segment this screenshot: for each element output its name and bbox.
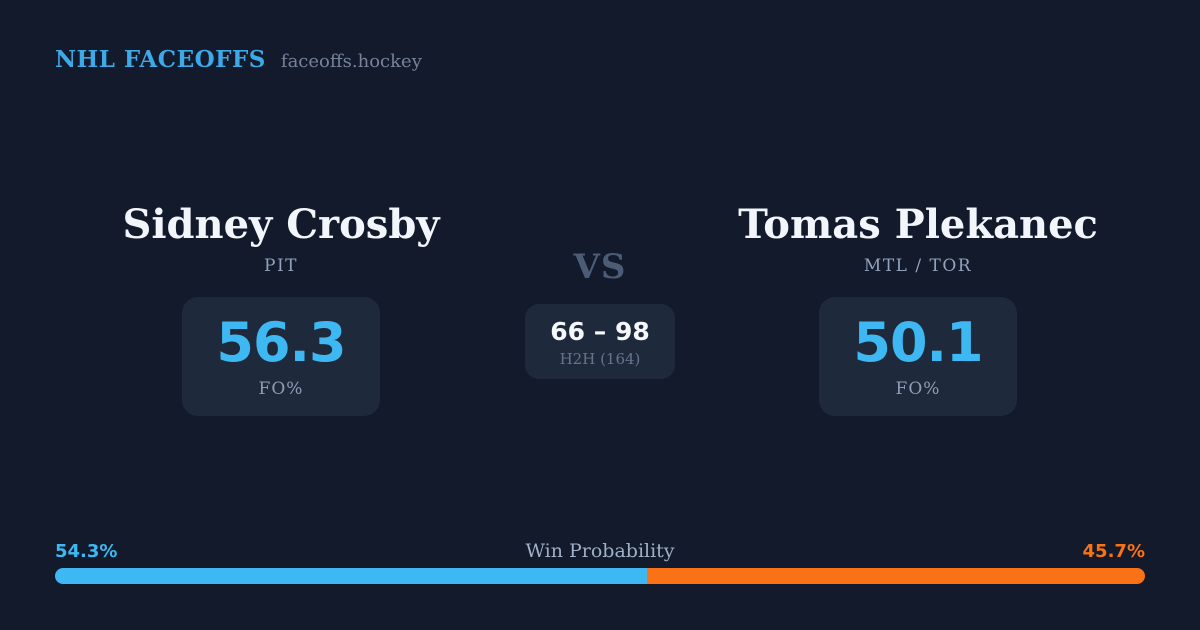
vs-label: VS (573, 247, 627, 287)
win-probability-left-pct: 54.3% (55, 541, 118, 562)
player-left-stat-label: FO% (258, 379, 304, 399)
brand-domain: faceoffs.hockey (280, 51, 422, 72)
win-probability-bar-left (55, 568, 647, 584)
player-right-name: Tomas Plekanec (738, 201, 1098, 248)
player-left-team: PIT (264, 256, 298, 276)
brand-title: NHL FACEOFFS (55, 46, 266, 73)
player-left-name: Sidney Crosby (122, 201, 440, 248)
h2h-label: H2H (164) (559, 350, 641, 368)
h2h-score: 66 – 98 (550, 317, 650, 346)
win-probability-bar (55, 568, 1145, 584)
brand-header: NHL FACEOFFS faceoffs.hockey (55, 46, 422, 73)
player-right-column: Tomas Plekanec MTL / TOR 50.1 FO% (718, 203, 1118, 416)
win-probability-title: Win Probability (525, 540, 675, 562)
player-right-fo-pct: 50.1 (853, 311, 983, 374)
matchup-column: VS 66 – 98 H2H (164) (500, 250, 700, 379)
player-left-fo-pct: 56.3 (216, 311, 346, 374)
win-probability-right-pct: 45.7% (1082, 541, 1145, 562)
win-probability-bar-right (646, 568, 1145, 584)
player-right-team: MTL / TOR (863, 256, 973, 276)
player-left-stat-card: 56.3 FO% (182, 297, 380, 416)
h2h-card: 66 – 98 H2H (164) (525, 304, 675, 379)
player-right-stat-label: FO% (895, 379, 941, 399)
win-probability-labels: 54.3% Win Probability 45.7% (55, 540, 1145, 562)
player-left-column: Sidney Crosby PIT 56.3 FO% (81, 203, 481, 416)
player-right-stat-card: 50.1 FO% (819, 297, 1017, 416)
